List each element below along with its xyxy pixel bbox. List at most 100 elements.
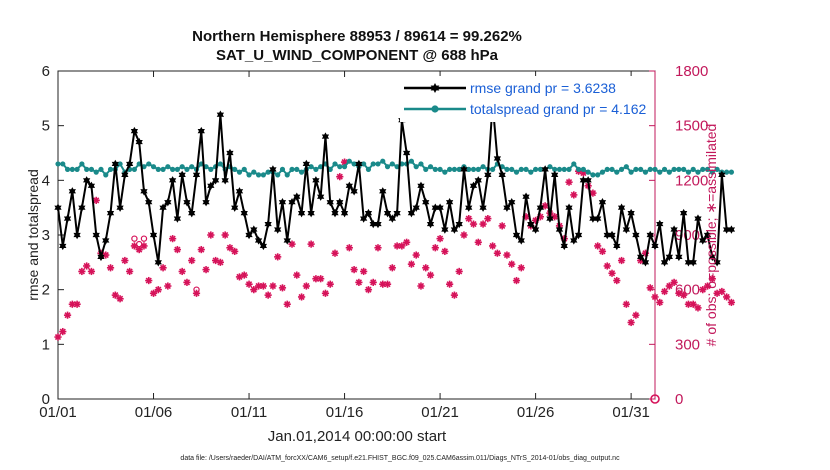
rmse-point bbox=[360, 214, 368, 223]
totalspread-point bbox=[380, 158, 386, 164]
obs-assimilated-point bbox=[321, 289, 330, 297]
totalspread-point bbox=[260, 172, 266, 178]
obs-assimilated-stroke bbox=[169, 235, 176, 242]
obs-assimilated-point bbox=[699, 286, 707, 294]
totalspread-point bbox=[341, 164, 348, 170]
rmse-point bbox=[173, 214, 182, 223]
rmse-point bbox=[541, 165, 549, 174]
obs-assimilated-point bbox=[469, 220, 478, 228]
obs-assimilated-point bbox=[646, 284, 654, 292]
chart-title-line2: SAT_U_WIND_COMPONENT @ 688 hPa bbox=[216, 47, 499, 64]
rmse-point bbox=[245, 230, 253, 240]
totalspread-point bbox=[447, 166, 453, 172]
obs-assimilated-point bbox=[570, 191, 578, 199]
totalspread-point bbox=[480, 164, 486, 170]
totalspread-point bbox=[413, 164, 419, 170]
obs-assimilated-point bbox=[154, 286, 162, 294]
obs-assimilated-stroke bbox=[327, 281, 334, 288]
obs-assimilated-stroke bbox=[661, 288, 668, 295]
obs-assimilated-point bbox=[627, 318, 635, 327]
rmse-point bbox=[221, 176, 229, 185]
totalspread-point bbox=[294, 166, 300, 172]
rmse-point bbox=[508, 198, 516, 207]
obs-assimilated-stroke bbox=[312, 275, 320, 282]
obs-assimilated-stroke bbox=[217, 259, 224, 266]
rmse-point bbox=[598, 198, 607, 207]
obs-assimilated-point bbox=[240, 271, 248, 279]
obs-assimilated-point bbox=[307, 240, 315, 248]
obs-assimilated-point bbox=[422, 264, 430, 272]
totalspread-point bbox=[599, 169, 606, 175]
obs-assimilated-point bbox=[622, 300, 630, 308]
totalspread-point bbox=[724, 169, 730, 175]
rmse-point bbox=[126, 159, 134, 169]
obs-assimilated-stroke bbox=[542, 202, 549, 209]
rmse-point bbox=[350, 187, 358, 196]
obs-assimilated-stroke bbox=[675, 290, 682, 297]
obs-assimilated-stroke bbox=[594, 242, 601, 250]
obs-assimilated-stroke bbox=[647, 284, 654, 291]
obs-assimilated-point bbox=[331, 249, 339, 257]
obs-assimilated-stroke bbox=[651, 293, 659, 301]
rmse-point bbox=[63, 214, 72, 223]
rmse-point bbox=[278, 198, 287, 207]
obs-assimilated-point bbox=[169, 235, 177, 243]
obs-assimilated-stroke bbox=[451, 292, 458, 299]
totalspread-point bbox=[652, 166, 658, 172]
obs-assimilated-stroke bbox=[116, 295, 124, 302]
rmse-point bbox=[479, 203, 487, 212]
obs-assimilated-stroke bbox=[628, 319, 635, 326]
totalspread-point bbox=[590, 172, 596, 178]
rmse-point bbox=[293, 192, 301, 201]
totalspread-point bbox=[103, 172, 109, 178]
obs-assimilated-stroke bbox=[317, 275, 324, 282]
obs-assimilated-stroke bbox=[188, 257, 195, 264]
x-tick-label: 01/16 bbox=[326, 404, 364, 421]
obs-assimilated-stroke bbox=[518, 264, 525, 271]
obs-assimilated-point bbox=[512, 276, 521, 285]
totalspread-point bbox=[107, 166, 114, 172]
rmse-point bbox=[665, 252, 673, 262]
footer-data-file: data file: /Users/raeder/DAI/ATM_forcXX/… bbox=[180, 455, 620, 462]
totalspread-series bbox=[55, 158, 735, 178]
obs-assimilated-stroke bbox=[417, 282, 425, 290]
obs-assimilated-point bbox=[517, 264, 525, 272]
totalspread-point bbox=[232, 166, 238, 172]
obs-assimilated-point bbox=[183, 278, 191, 286]
obs-possible-point bbox=[131, 235, 138, 242]
obs-assimilated-stroke bbox=[174, 246, 181, 253]
rmse-point bbox=[460, 165, 468, 174]
rmse-point bbox=[297, 208, 306, 218]
obs-assimilated-stroke bbox=[346, 244, 353, 251]
rmse-point bbox=[594, 214, 602, 223]
totalspread-point bbox=[528, 169, 534, 175]
obs-assimilated-point bbox=[364, 286, 373, 294]
obs-assimilated-stroke bbox=[351, 266, 358, 273]
totalspread-point bbox=[513, 169, 520, 175]
rmse-point bbox=[283, 236, 291, 245]
obs-assimilated-stroke bbox=[140, 242, 148, 250]
obs-assimilated-stroke bbox=[274, 253, 281, 260]
rmse-point bbox=[164, 198, 172, 207]
rmse-point bbox=[240, 208, 248, 218]
totalspread-point bbox=[609, 166, 615, 172]
obs-assimilated-point bbox=[360, 267, 368, 276]
totalspread-point bbox=[642, 169, 649, 175]
legend-marker-rmse bbox=[430, 83, 440, 93]
rmse-point bbox=[288, 198, 296, 207]
rmse-point bbox=[660, 258, 669, 267]
obs-assimilated-point bbox=[508, 260, 516, 268]
totalspread-point bbox=[60, 161, 66, 167]
obs-assimilated-stroke bbox=[709, 275, 716, 282]
left-tick-label: 6 bbox=[42, 63, 50, 80]
totalspread-point bbox=[566, 166, 572, 172]
rmse-point bbox=[608, 230, 616, 240]
obs-assimilated-stroke bbox=[489, 242, 496, 250]
totalspread-point bbox=[685, 169, 692, 175]
obs-assimilated-point bbox=[484, 215, 492, 223]
obs-assimilated-point bbox=[173, 245, 181, 254]
totalspread-point bbox=[709, 169, 715, 175]
totalspread-point bbox=[552, 166, 558, 172]
totalspread-point bbox=[661, 166, 668, 172]
